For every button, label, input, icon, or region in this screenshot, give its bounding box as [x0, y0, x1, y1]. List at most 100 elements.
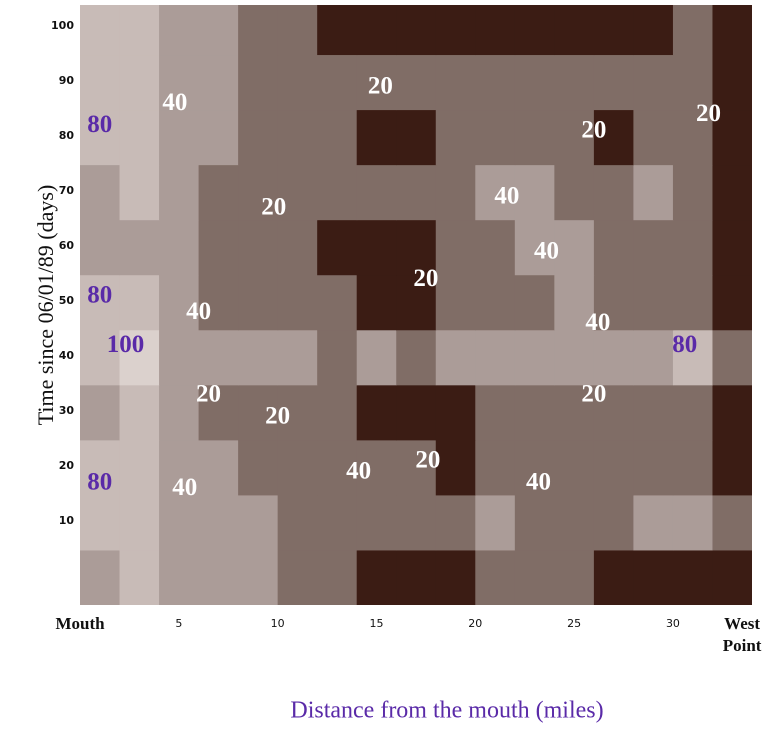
heat-cell	[396, 164, 437, 221]
contour-label: 20	[368, 72, 393, 99]
heat-cell	[159, 5, 200, 56]
contour-label: 40	[534, 237, 559, 264]
heat-cell	[633, 219, 674, 276]
heat-cell	[554, 384, 595, 441]
contour-label: 40	[172, 474, 197, 501]
heat-cell	[672, 219, 713, 276]
heat-cell	[475, 549, 516, 605]
heat-cell	[475, 5, 516, 56]
heatmap	[80, 5, 752, 605]
heat-cell	[554, 164, 595, 221]
heat-cell	[277, 219, 318, 276]
heat-cell	[475, 384, 516, 441]
heat-cell	[514, 219, 555, 276]
heat-cell	[554, 274, 595, 331]
heat-cell	[80, 549, 121, 605]
heat-cell	[159, 109, 200, 166]
heat-cell	[633, 384, 674, 441]
heat-cell	[80, 329, 121, 386]
heat-cell	[198, 109, 239, 166]
heat-cell	[238, 164, 279, 221]
heat-cell	[356, 219, 397, 276]
heat-cell	[514, 494, 555, 551]
y-tick-label: 90	[58, 74, 74, 88]
heat-cell	[356, 494, 397, 551]
heat-cell	[396, 274, 437, 331]
heat-cell	[356, 274, 397, 331]
heat-cell	[356, 549, 397, 605]
contour-label: 20	[261, 193, 286, 220]
y-tick-label: 60	[58, 239, 74, 253]
heat-cell	[514, 549, 555, 605]
heat-cell	[435, 494, 476, 551]
heat-cell	[238, 549, 279, 605]
heat-cell	[198, 219, 239, 276]
heat-cell	[712, 274, 752, 331]
heat-cell	[277, 329, 318, 386]
heat-cell	[356, 5, 397, 56]
heat-cell	[514, 5, 555, 56]
heat-cell	[672, 329, 713, 386]
heat-cell	[435, 439, 476, 496]
heat-cell	[356, 109, 397, 166]
contour-label: 20	[696, 100, 721, 127]
heat-cell	[554, 5, 595, 56]
heat-cell	[435, 5, 476, 56]
heat-cell	[159, 384, 200, 441]
y-tick-label: 20	[58, 459, 74, 473]
contour-label: 40	[526, 469, 551, 496]
contour-label: 40	[186, 298, 211, 325]
x-tick-label: West Point	[722, 614, 762, 655]
contour-label: 40	[162, 89, 187, 116]
heat-cell	[317, 549, 358, 605]
heat-cell	[554, 219, 595, 276]
heat-cell	[317, 5, 358, 56]
heat-cell	[119, 329, 160, 386]
heat-cell	[712, 439, 752, 496]
heat-cell	[277, 384, 318, 441]
heat-cell	[554, 494, 595, 551]
heat-cell	[514, 164, 555, 221]
heat-cell	[712, 5, 752, 56]
x-tick-label: 10	[270, 617, 285, 630]
heat-cell	[396, 439, 437, 496]
heat-cell	[159, 494, 200, 551]
contour-label: 40	[494, 182, 519, 209]
heat-cell	[514, 329, 555, 386]
heat-cell	[317, 164, 358, 221]
y-tick-label: 80	[58, 129, 74, 143]
heat-cell	[80, 5, 121, 56]
heat-cell	[435, 329, 476, 386]
contour-label: 20	[581, 381, 606, 408]
heat-cell	[514, 54, 555, 111]
y-tick-label: 10	[58, 514, 74, 528]
y-axis-title: Time since 06/01/89 (days)	[33, 185, 58, 426]
heat-cell	[672, 274, 713, 331]
heat-cell	[277, 274, 318, 331]
heat-cell	[198, 384, 239, 441]
heat-cell	[119, 549, 160, 605]
contour-label: 20	[581, 116, 606, 143]
heat-cell	[198, 494, 239, 551]
heat-cell	[514, 109, 555, 166]
heat-cell	[435, 274, 476, 331]
heat-cell	[198, 274, 239, 331]
heat-cell	[435, 549, 476, 605]
heat-cell	[514, 439, 555, 496]
heat-cell	[119, 494, 160, 551]
contour-label: 80	[87, 469, 112, 496]
heat-cell	[159, 219, 200, 276]
heat-cell	[119, 164, 160, 221]
heat-cell	[633, 549, 674, 605]
heat-cell	[317, 329, 358, 386]
heat-cell	[435, 109, 476, 166]
heat-cell	[475, 219, 516, 276]
heat-cell	[277, 54, 318, 111]
heat-cell	[475, 494, 516, 551]
heat-cell	[514, 384, 555, 441]
heat-cell	[593, 274, 634, 331]
heat-cell	[198, 54, 239, 111]
heat-cell	[435, 164, 476, 221]
heat-cell	[633, 164, 674, 221]
